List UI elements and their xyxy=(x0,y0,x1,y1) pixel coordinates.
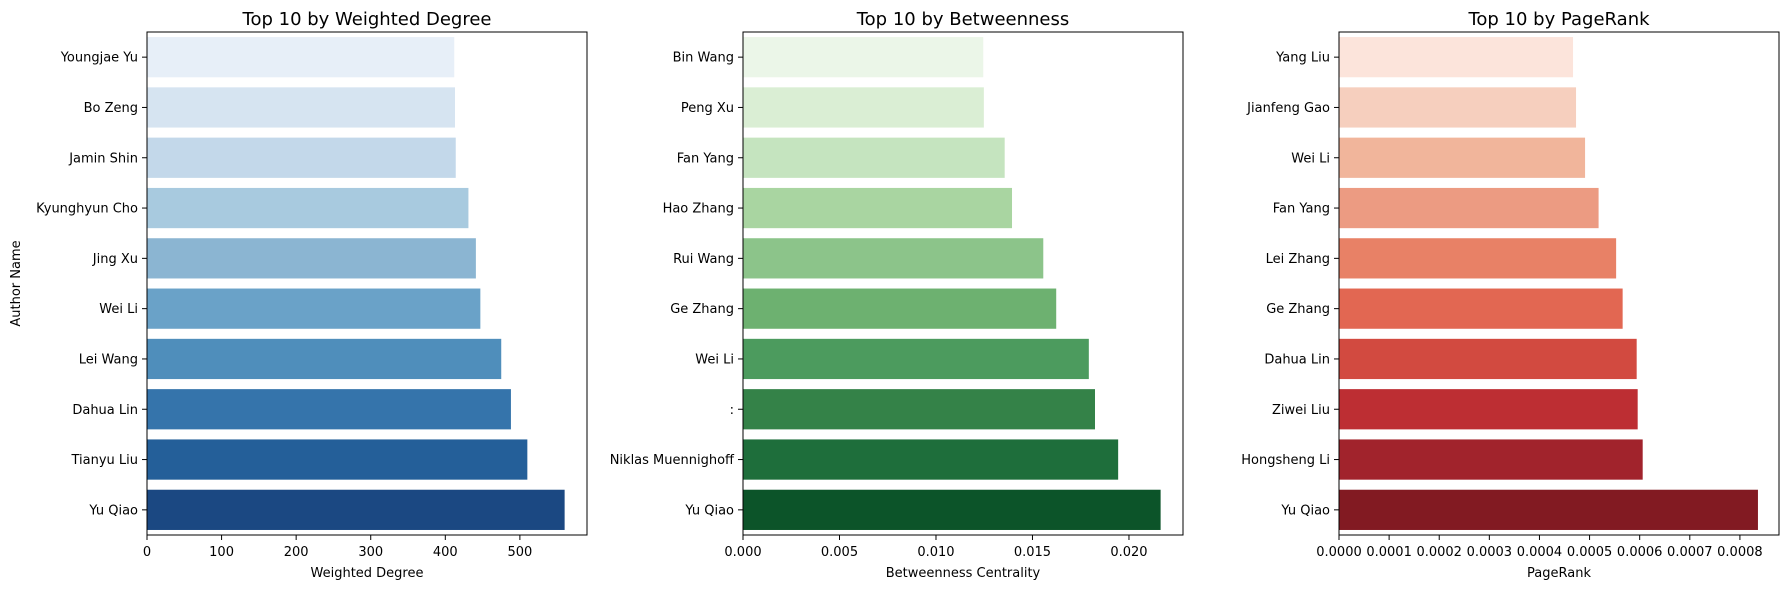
bar xyxy=(1339,439,1643,480)
y-tick-label: Bo Zeng xyxy=(84,101,138,116)
y-tick-label: Wei Li xyxy=(695,352,734,367)
bar xyxy=(743,288,1057,329)
plot-frame xyxy=(146,31,588,536)
y-tick-label: Niklas Muennighoff xyxy=(610,453,735,468)
x-axis-label: Betweenness Centrality xyxy=(886,566,1041,581)
y-tick-label: Yu Qiao xyxy=(88,503,138,518)
x-tick-label: 0.005 xyxy=(821,545,858,560)
bar xyxy=(147,288,481,329)
x-tick-label: 400 xyxy=(433,545,458,560)
x-tick-label: 0.000 xyxy=(724,545,761,560)
y-tick-label: Yu Qiao xyxy=(684,503,734,518)
bar xyxy=(743,439,1119,480)
y-tick-label: Dahua Lin xyxy=(72,403,138,418)
x-tick-label: 100 xyxy=(209,545,234,560)
bar xyxy=(147,87,455,128)
x-tick-label: 0.0002 xyxy=(1416,545,1462,560)
bar xyxy=(147,187,469,229)
x-tick-label: 0.020 xyxy=(1110,545,1147,560)
y-tick-label: Rui Wang xyxy=(673,252,734,267)
bar xyxy=(147,137,456,178)
chart-title: Top 10 by Weighted Degree xyxy=(242,9,492,30)
plot-frame xyxy=(1338,31,1780,536)
chart-panel-2: Bin Wang Peng Xu Fan Yang Hao Zhang Rui Wang… xyxy=(610,9,1184,581)
x-tick-label: 0.0004 xyxy=(1517,545,1563,560)
x-tick-label: 500 xyxy=(507,545,532,560)
bar xyxy=(743,389,1095,430)
x-tick-label: 300 xyxy=(358,545,383,560)
y-tick-label: Hao Zhang xyxy=(663,202,734,217)
x-tick-label: 0.0000 xyxy=(1316,545,1362,560)
x-tick-label: 0.0005 xyxy=(1567,545,1613,560)
x-tick-label: 200 xyxy=(284,545,309,560)
y-tick-label: Kyunghyun Cho xyxy=(36,202,138,217)
y-tick-label: : xyxy=(730,403,734,418)
x-axis-label: PageRank xyxy=(1527,566,1591,581)
bar xyxy=(147,338,502,380)
y-tick-label: Jianfeng Gao xyxy=(1246,101,1330,116)
y-tick-label: Tianyu Liu xyxy=(70,453,138,468)
plot-frame xyxy=(742,31,1184,536)
y-tick-label: Youngjae Yu xyxy=(60,51,138,66)
chart-panel-3: Yang Liu Jianfeng Gao Wei Li Fan Yang Lei Zh… xyxy=(1241,9,1780,581)
bar xyxy=(1339,37,1574,78)
x-axis-label: Weighted Degree xyxy=(311,566,424,581)
chart-panels: Youngjae Yu Bo Zeng Jamin Shin Kyunghyun Ch… xyxy=(9,9,1780,581)
bar xyxy=(1339,187,1599,229)
bar xyxy=(147,238,476,279)
y-tick-label: Wei Li xyxy=(99,302,138,317)
x-tick-label: 0.0008 xyxy=(1717,545,1763,560)
bar xyxy=(743,137,1005,178)
y-tick-label: Jing Xu xyxy=(92,252,138,267)
x-tick-label: 0 xyxy=(143,545,151,560)
x-tick-label: 0.0001 xyxy=(1366,545,1412,560)
y-tick-label: Peng Xu xyxy=(681,101,734,116)
bar xyxy=(1339,288,1623,329)
x-tick-label: 0.0003 xyxy=(1467,545,1513,560)
bar xyxy=(743,338,1089,380)
bar xyxy=(1339,137,1586,178)
y-tick-label: Lei Wang xyxy=(79,352,138,367)
bar xyxy=(147,37,455,78)
y-tick-label: Bin Wang xyxy=(673,51,734,66)
y-tick-label: Wei Li xyxy=(1291,151,1330,166)
y-tick-label: Yang Liu xyxy=(1275,51,1330,66)
x-tick-label: 0.015 xyxy=(1014,545,1051,560)
bar xyxy=(1339,489,1758,530)
bar xyxy=(147,389,511,430)
y-tick-label: Ziwei Liu xyxy=(1272,403,1330,418)
y-tick-label: Fan Yang xyxy=(1273,202,1330,217)
bar xyxy=(743,187,1013,229)
bar xyxy=(1339,238,1617,279)
y-axis-label: Author Name xyxy=(9,240,24,326)
y-tick-label: Jamin Shin xyxy=(68,151,138,166)
chart-title: Top 10 by PageRank xyxy=(1467,9,1650,30)
y-tick-label: Hongsheng Li xyxy=(1241,453,1330,468)
bar xyxy=(743,238,1044,279)
y-tick-label: Yu Qiao xyxy=(1280,503,1330,518)
bar xyxy=(743,87,984,128)
y-tick-label: Lei Zhang xyxy=(1266,252,1330,267)
bar xyxy=(743,489,1161,530)
bar xyxy=(1339,338,1637,380)
chart-title: Top 10 by Betweenness xyxy=(856,9,1070,30)
bar xyxy=(1339,87,1577,128)
bar xyxy=(147,489,565,530)
y-tick-label: Ge Zhang xyxy=(1266,302,1330,317)
x-tick-label: 0.010 xyxy=(917,545,954,560)
y-tick-label: Dahua Lin xyxy=(1264,352,1330,367)
bar xyxy=(743,37,984,78)
x-tick-label: 0.0007 xyxy=(1667,545,1713,560)
y-tick-label: Fan Yang xyxy=(677,151,734,166)
chart-panel-1: Youngjae Yu Bo Zeng Jamin Shin Kyunghyun Ch… xyxy=(9,9,588,581)
bar xyxy=(1339,389,1638,430)
bar xyxy=(147,439,528,480)
y-tick-label: Ge Zhang xyxy=(670,302,734,317)
x-tick-label: 0.0006 xyxy=(1617,545,1663,560)
